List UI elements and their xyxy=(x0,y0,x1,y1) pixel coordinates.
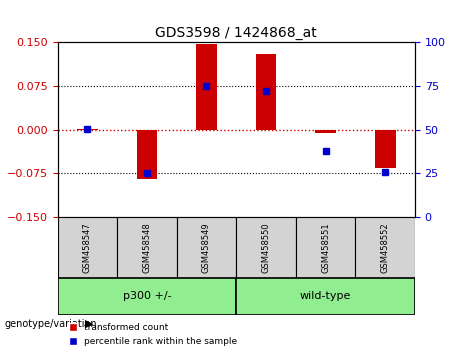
FancyBboxPatch shape xyxy=(296,217,355,278)
Legend: transformed count, percentile rank within the sample: transformed count, percentile rank withi… xyxy=(65,320,241,349)
Text: GSM458550: GSM458550 xyxy=(261,222,271,273)
Bar xyxy=(136,130,157,179)
FancyBboxPatch shape xyxy=(355,217,415,278)
Bar xyxy=(375,130,396,167)
FancyBboxPatch shape xyxy=(177,217,236,278)
Text: ▶: ▶ xyxy=(85,319,94,329)
Bar xyxy=(315,130,336,133)
Text: GSM458548: GSM458548 xyxy=(142,222,152,273)
Text: GSM458551: GSM458551 xyxy=(321,222,330,273)
Text: GSM458549: GSM458549 xyxy=(202,222,211,273)
FancyBboxPatch shape xyxy=(236,217,296,278)
Text: wild-type: wild-type xyxy=(300,291,351,301)
Bar xyxy=(255,54,277,130)
Title: GDS3598 / 1424868_at: GDS3598 / 1424868_at xyxy=(155,26,317,40)
FancyBboxPatch shape xyxy=(236,278,415,315)
Text: genotype/variation: genotype/variation xyxy=(5,319,97,329)
Text: p300 +/-: p300 +/- xyxy=(123,291,171,301)
Text: GSM458552: GSM458552 xyxy=(381,222,390,273)
Text: GSM458547: GSM458547 xyxy=(83,222,92,273)
FancyBboxPatch shape xyxy=(117,217,177,278)
Bar xyxy=(77,129,98,130)
Bar xyxy=(196,44,217,130)
FancyBboxPatch shape xyxy=(58,217,117,278)
FancyBboxPatch shape xyxy=(58,278,236,315)
